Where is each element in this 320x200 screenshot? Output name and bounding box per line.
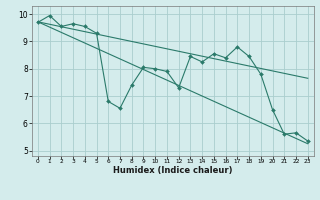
X-axis label: Humidex (Indice chaleur): Humidex (Indice chaleur) — [113, 166, 233, 175]
